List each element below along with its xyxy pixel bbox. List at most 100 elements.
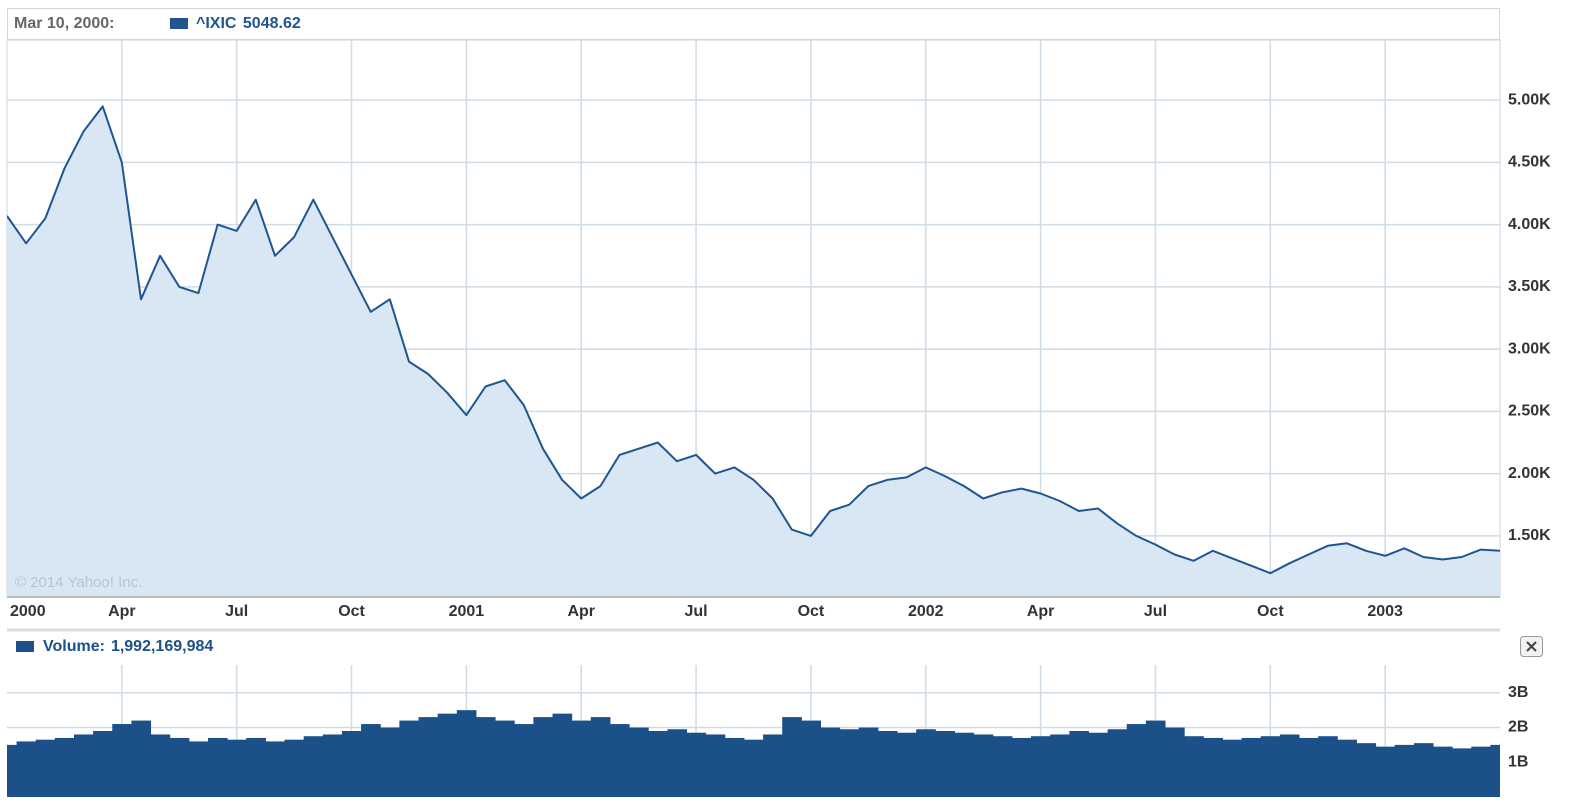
y-tick-label: 3.00K xyxy=(1508,340,1551,357)
bar xyxy=(1050,734,1070,797)
x-tick-label: Jul xyxy=(1144,603,1167,620)
y-tick-label: 1.50K xyxy=(1508,527,1551,544)
x-tick-label: Oct xyxy=(338,603,365,620)
bar xyxy=(552,713,573,797)
bar xyxy=(973,734,994,797)
bar xyxy=(571,720,592,797)
y-tick-label: 2.00K xyxy=(1508,465,1551,482)
bar xyxy=(1126,724,1147,797)
bar xyxy=(1490,744,1500,797)
y-tick-label: 5.00K xyxy=(1508,91,1551,108)
x-tick-label: Oct xyxy=(798,603,825,620)
readout-date: Mar 10, 2000: xyxy=(14,15,115,32)
bar xyxy=(495,720,515,797)
x-tick-label: Apr xyxy=(1027,603,1055,620)
bar xyxy=(1337,739,1357,797)
bar xyxy=(743,739,764,797)
y-tick-label: 4.50K xyxy=(1508,154,1551,171)
bar xyxy=(169,737,190,797)
bar xyxy=(1413,743,1434,797)
bar xyxy=(1394,744,1415,797)
bar xyxy=(73,734,94,797)
bar xyxy=(322,734,343,797)
bar xyxy=(437,713,458,797)
bar xyxy=(763,734,783,797)
bar xyxy=(93,731,113,797)
bar xyxy=(150,734,171,797)
bar xyxy=(418,717,439,797)
bar xyxy=(1356,743,1377,797)
bar xyxy=(1145,720,1166,797)
bar xyxy=(380,727,400,797)
bar xyxy=(992,736,1013,797)
close-icon[interactable] xyxy=(1526,641,1537,652)
bar xyxy=(877,731,898,797)
x-tick-label: 2000 xyxy=(10,603,46,620)
bar xyxy=(954,732,975,797)
y-tick-label: 3B xyxy=(1508,684,1528,701)
bar xyxy=(1375,746,1396,797)
bar xyxy=(1299,737,1319,797)
bar xyxy=(341,731,362,797)
bar xyxy=(609,724,630,797)
bar xyxy=(207,737,228,797)
bar xyxy=(897,732,917,797)
bar xyxy=(1452,748,1472,797)
x-tick-label: 2003 xyxy=(1367,603,1403,620)
y-tick-label: 4.00K xyxy=(1508,216,1551,233)
bar xyxy=(782,717,802,797)
bar xyxy=(667,729,688,797)
legend-swatch xyxy=(16,641,34,652)
bar xyxy=(1279,734,1300,797)
bar xyxy=(7,744,18,797)
bar xyxy=(361,724,381,797)
bar xyxy=(514,724,534,797)
bar xyxy=(246,737,266,797)
legend-name: Volume: xyxy=(43,638,105,655)
bar xyxy=(265,741,286,797)
legend-name: ^IXIC xyxy=(196,15,237,32)
x-tick-label: Apr xyxy=(108,603,136,620)
bar xyxy=(686,732,707,797)
bar xyxy=(131,720,152,797)
bar xyxy=(227,739,247,797)
bar xyxy=(1107,729,1128,797)
bar xyxy=(1318,736,1338,797)
legend-swatch xyxy=(170,18,188,29)
y-tick-label: 3.50K xyxy=(1508,278,1551,295)
readout-box xyxy=(7,8,1500,40)
y-tick-label: 1B xyxy=(1508,753,1528,770)
bar xyxy=(935,731,955,797)
bar xyxy=(303,736,324,797)
bar xyxy=(648,731,668,797)
bar xyxy=(1088,732,1109,797)
close-button[interactable] xyxy=(1520,636,1543,657)
bar xyxy=(399,720,420,797)
plot-area xyxy=(7,710,1500,797)
x-tick-label: Jul xyxy=(685,603,708,620)
area-fill xyxy=(7,106,1500,596)
y-tick-label: 2B xyxy=(1508,719,1528,736)
bar xyxy=(1184,736,1204,797)
bar xyxy=(916,729,936,797)
bar xyxy=(1471,746,1491,797)
readout-value: 1,992,169,984 xyxy=(111,638,213,655)
bar xyxy=(705,734,726,797)
watermark: © 2014 Yahoo! Inc. xyxy=(15,574,142,591)
bar xyxy=(1241,737,1262,797)
y-tick-label: 2.50K xyxy=(1508,403,1551,420)
bar xyxy=(839,729,860,797)
bar xyxy=(1433,746,1453,797)
bar xyxy=(1165,727,1185,797)
bar xyxy=(35,739,56,797)
bar xyxy=(820,727,841,797)
bar xyxy=(858,727,879,797)
x-tick-label: 2001 xyxy=(449,603,485,620)
bar xyxy=(284,739,305,797)
x-tick-label: Apr xyxy=(567,603,595,620)
bar xyxy=(475,717,496,797)
bar xyxy=(1031,736,1051,797)
bar xyxy=(1011,737,1032,797)
